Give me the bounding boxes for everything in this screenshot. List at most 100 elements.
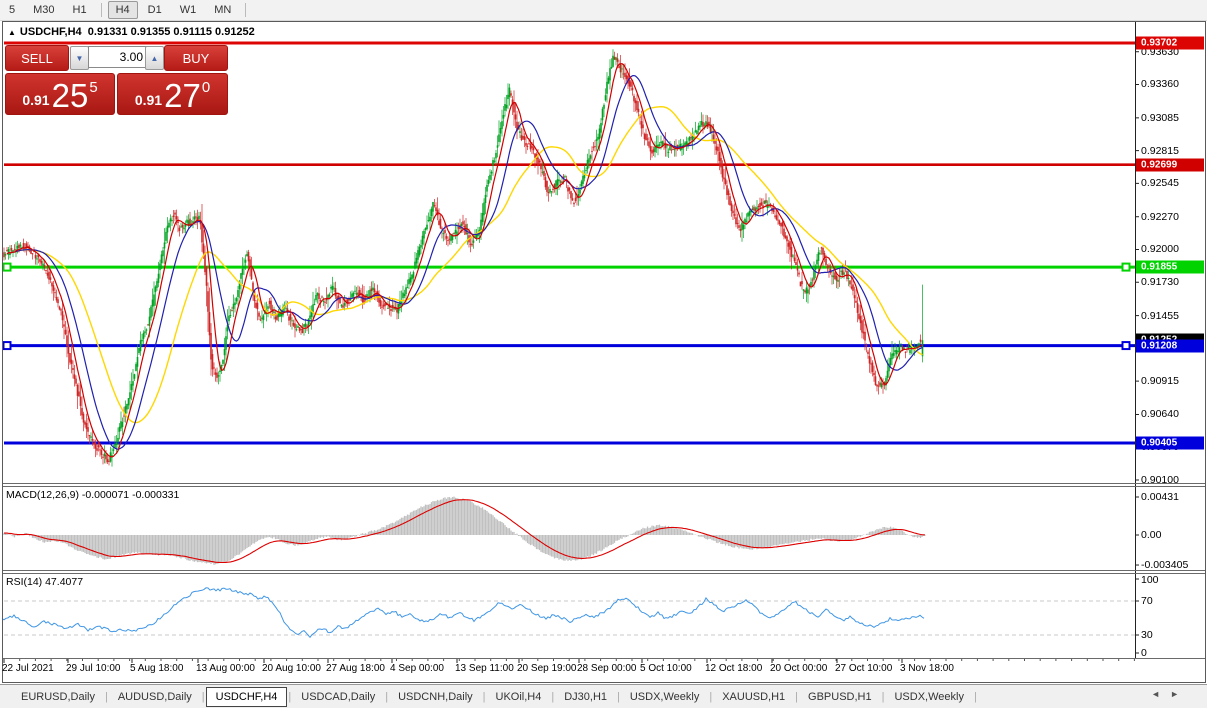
hline-handle[interactable] xyxy=(2,262,12,272)
candle-body xyxy=(318,293,320,300)
timeframe-button-W1[interactable]: W1 xyxy=(179,4,197,16)
buy-button[interactable]: BUY xyxy=(164,45,228,71)
chart-tab-DJ30,H1[interactable]: DJ30,H1 xyxy=(564,690,607,703)
candle-body xyxy=(858,313,860,319)
macd-tick-label: -0.003405 xyxy=(1141,559,1189,572)
hline-handle[interactable] xyxy=(1121,341,1131,351)
timeframe-button-D1[interactable]: D1 xyxy=(147,4,162,16)
time-label: 4 Sep 00:00 xyxy=(390,663,444,674)
candle-body xyxy=(307,319,310,327)
hline-handle[interactable] xyxy=(2,341,12,351)
candle-body xyxy=(178,227,181,231)
candle-body xyxy=(198,215,200,219)
timeframe-button-H4[interactable]: H4 xyxy=(107,1,138,19)
candle-body xyxy=(213,367,215,369)
candle-body xyxy=(870,363,872,365)
candle-body xyxy=(15,249,17,251)
candle-body xyxy=(643,134,646,140)
candle-body xyxy=(33,250,35,252)
collapse-icon[interactable]: ▲ xyxy=(8,28,16,37)
candle-body xyxy=(603,104,605,109)
chart-tab-UKOil,H4[interactable]: UKOil,H4 xyxy=(495,690,542,703)
candle-body xyxy=(232,303,235,309)
candle-body xyxy=(97,445,100,448)
rsi-tick-label: 70 xyxy=(1141,595,1153,607)
timeframe-button-5[interactable]: 5 xyxy=(9,4,16,16)
candle-body xyxy=(369,289,371,298)
candle-body xyxy=(403,293,406,297)
timeframe-button-MN[interactable]: MN xyxy=(214,4,232,16)
timeframe-button-M30[interactable]: M30 xyxy=(33,4,55,16)
chart-tab-USDCHF,H4[interactable]: USDCHF,H4 xyxy=(205,686,288,707)
hline-handle[interactable] xyxy=(1121,262,1131,272)
candle-body xyxy=(559,181,562,183)
volume-input[interactable] xyxy=(88,46,148,68)
candle-body xyxy=(511,99,514,105)
volume-increase-button[interactable]: ▲ xyxy=(145,46,164,70)
candle-body xyxy=(720,157,722,168)
sell-price-button[interactable]: 0.91 25 5 xyxy=(5,73,115,115)
buy-price-button[interactable]: 0.91 27 0 xyxy=(117,73,228,115)
candle-body xyxy=(738,225,740,228)
candle-body xyxy=(616,58,619,62)
timeframe-button-H1[interactable]: H1 xyxy=(72,4,87,16)
candle-body xyxy=(676,145,679,148)
candle-body xyxy=(280,311,283,317)
price-tick-label: 0.91730 xyxy=(1141,276,1179,289)
candle-body xyxy=(162,250,164,257)
candle-body xyxy=(421,235,424,245)
chart-title: ▲ USDCHF,H4 0.91331 0.91355 0.91115 0.912… xyxy=(8,26,255,38)
candle-body xyxy=(334,288,337,297)
candle-body xyxy=(505,104,508,109)
chart-tab-USDX,Weekly[interactable]: USDX,Weekly xyxy=(629,690,700,703)
candle-body xyxy=(561,181,563,183)
candle-body xyxy=(450,234,452,242)
candle-body xyxy=(256,302,259,310)
candle-body xyxy=(276,315,278,320)
tab-scroll-right[interactable]: ► xyxy=(1170,689,1189,699)
chart-tab-AUDUSD,Daily[interactable]: AUDUSD,Daily xyxy=(117,690,192,703)
candle-body xyxy=(880,383,883,388)
candle-body xyxy=(651,150,653,154)
candle-body xyxy=(811,279,814,281)
candle-body xyxy=(430,208,433,217)
candle-body xyxy=(373,288,376,293)
chart-tab-GBPUSD,H1[interactable]: GBPUSD,H1 xyxy=(808,690,872,703)
candle-body xyxy=(700,120,703,126)
candle-body xyxy=(439,218,442,229)
sell-button[interactable]: SELL xyxy=(5,45,69,71)
candle-body xyxy=(393,308,395,310)
candle-body xyxy=(247,252,250,262)
candle-body xyxy=(513,102,515,113)
candle-body xyxy=(93,442,95,445)
candle-body xyxy=(63,324,65,327)
volume-decrease-button[interactable]: ▼ xyxy=(70,46,89,70)
candle-body xyxy=(765,199,767,203)
candle-body xyxy=(486,184,488,192)
candle-body xyxy=(429,216,431,222)
rsi-tick-label: 100 xyxy=(1141,574,1159,586)
candle-body xyxy=(649,146,652,152)
chart-tab-XAUUSD,H1[interactable]: XAUUSD,H1 xyxy=(722,690,786,703)
candle-body xyxy=(900,345,902,347)
candle-body xyxy=(387,307,389,309)
candle-body xyxy=(337,295,340,300)
candle-body xyxy=(462,221,464,225)
chart-tab-USDX,Weekly[interactable]: USDX,Weekly xyxy=(894,690,964,703)
candle-body xyxy=(712,134,715,141)
candle-body xyxy=(681,148,683,150)
chart-tab-EURUSD,Daily[interactable]: EURUSD,Daily xyxy=(21,690,95,703)
candle-body xyxy=(174,212,176,215)
price-tick-label: 0.92815 xyxy=(1141,144,1179,157)
tab-scroll-left[interactable]: ◄ xyxy=(1151,689,1171,699)
chart-tab-USDCAD,Daily[interactable]: USDCAD,Daily xyxy=(301,690,376,703)
candle-body xyxy=(454,229,457,234)
chart-tab-USDCNH,Daily[interactable]: USDCNH,Daily xyxy=(398,690,473,703)
candle-body xyxy=(60,309,62,311)
candle-body xyxy=(528,143,530,145)
price-tick-label: 0.90915 xyxy=(1141,375,1179,388)
candle-body xyxy=(661,141,664,146)
candle-body xyxy=(208,312,211,336)
candle-body xyxy=(184,224,187,227)
